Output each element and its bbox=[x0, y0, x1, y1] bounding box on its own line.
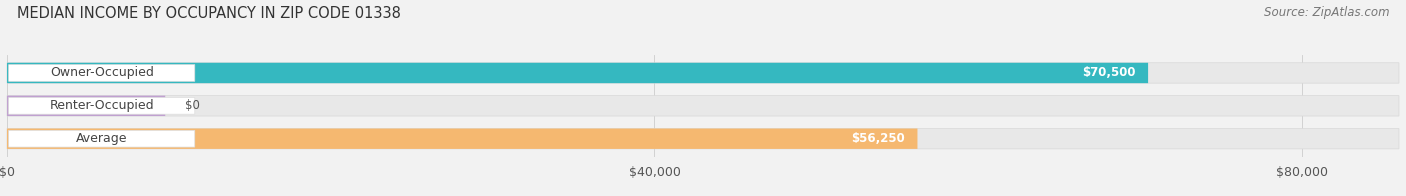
Text: Average: Average bbox=[76, 132, 128, 145]
Text: Renter-Occupied: Renter-Occupied bbox=[49, 99, 155, 112]
FancyBboxPatch shape bbox=[8, 97, 195, 114]
Text: $0: $0 bbox=[184, 99, 200, 112]
Text: Owner-Occupied: Owner-Occupied bbox=[49, 66, 153, 79]
Text: Source: ZipAtlas.com: Source: ZipAtlas.com bbox=[1264, 6, 1389, 19]
Text: $56,250: $56,250 bbox=[851, 132, 904, 145]
FancyBboxPatch shape bbox=[7, 63, 1399, 83]
FancyBboxPatch shape bbox=[7, 63, 1149, 83]
FancyBboxPatch shape bbox=[8, 65, 195, 81]
FancyBboxPatch shape bbox=[7, 129, 918, 149]
Text: $70,500: $70,500 bbox=[1081, 66, 1135, 79]
FancyBboxPatch shape bbox=[7, 96, 166, 116]
FancyBboxPatch shape bbox=[7, 96, 1399, 116]
Text: MEDIAN INCOME BY OCCUPANCY IN ZIP CODE 01338: MEDIAN INCOME BY OCCUPANCY IN ZIP CODE 0… bbox=[17, 6, 401, 21]
FancyBboxPatch shape bbox=[7, 129, 1399, 149]
FancyBboxPatch shape bbox=[8, 130, 195, 147]
